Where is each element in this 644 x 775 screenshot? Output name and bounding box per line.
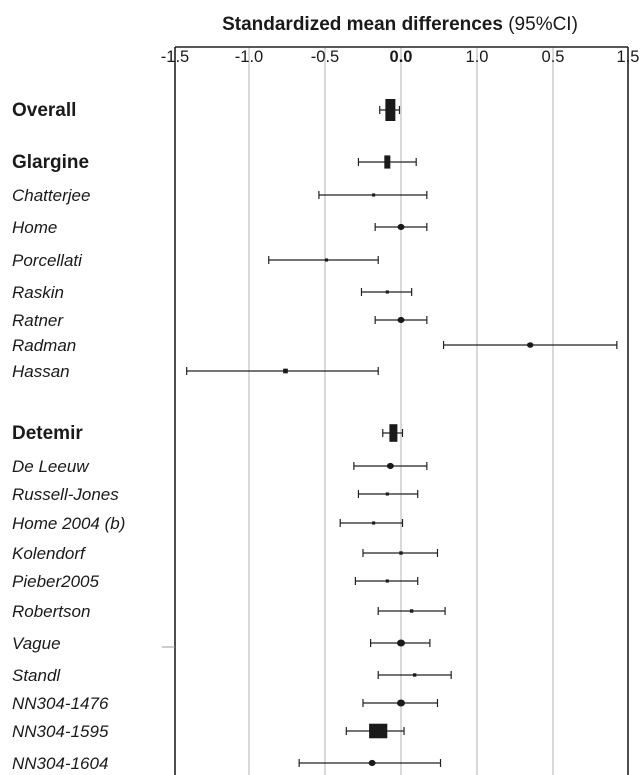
row-mark [353, 462, 428, 470]
point-estimate [385, 290, 389, 294]
study-label: Ratner [12, 311, 64, 330]
row-mark [362, 699, 439, 707]
row-mark [298, 759, 442, 767]
point-estimate [397, 316, 405, 324]
point-estimate [283, 368, 288, 374]
point-estimate [397, 223, 405, 231]
chart-title-ci: (95%CI) [508, 14, 578, 35]
study-label: Porcellati [12, 251, 83, 270]
point-estimate [368, 759, 376, 767]
chart-title: Standardized mean differences (95%CI) [222, 14, 578, 35]
group-label: Glargine [12, 152, 89, 173]
study-label: NN304-1604 [12, 754, 108, 773]
pooled-estimate-box [389, 424, 398, 442]
point-estimate [385, 579, 389, 583]
x-axis-ticks: -1.5 -1.0 -0.5 0.0 1.0 0.5 1.5 [161, 48, 640, 66]
study-label: Hassan [12, 362, 70, 381]
row-mark [382, 424, 404, 442]
x-tick-label: 0.0 [390, 48, 413, 66]
pooled-estimate-box [384, 155, 391, 169]
point-estimate-box [369, 723, 388, 739]
row-mark [357, 490, 419, 498]
study-label: NN304-1476 [12, 694, 109, 713]
x-tick-label: -1.5 [161, 48, 189, 66]
point-estimate [409, 609, 414, 613]
point-estimate [527, 342, 534, 348]
study-label: Robertson [12, 602, 90, 621]
pooled-estimate-box [385, 99, 396, 121]
row-mark [362, 549, 439, 557]
x-tick-label: -1.0 [235, 48, 263, 66]
study-label: Russell-Jones [12, 485, 119, 504]
row-mark [318, 191, 428, 199]
point-estimate [372, 193, 376, 197]
point-estimate [397, 639, 405, 647]
row-mark [370, 639, 431, 647]
group-label: Detemir [12, 423, 83, 444]
plot-grid [174, 46, 629, 775]
point-estimate [372, 521, 376, 525]
x-tick-label: -0.5 [311, 48, 339, 66]
row-mark [345, 723, 405, 739]
study-label: Standl [12, 666, 61, 685]
study-label: NN304-1595 [12, 722, 109, 741]
x-tick-label: 0.5 [542, 48, 565, 66]
point-estimate [412, 673, 417, 677]
chart-title-main: Standardized mean differences [222, 14, 503, 35]
row-mark [379, 99, 401, 121]
row-mark [268, 256, 379, 264]
study-label: Home 2004 (b) [12, 514, 125, 533]
row-labels: Overall Glargine Chatterjee Home Porcellati R… [12, 100, 125, 773]
study-label: De Leeuw [12, 457, 90, 476]
point-estimate [386, 462, 394, 470]
row-mark [357, 155, 417, 169]
row-mark [374, 316, 428, 324]
study-label: Chatterjee [12, 186, 90, 205]
point-estimate [324, 258, 329, 262]
row-mark [360, 288, 413, 296]
plot-marks [186, 99, 618, 767]
row-mark [186, 367, 379, 375]
point-estimate [397, 699, 405, 707]
row-mark [339, 519, 404, 527]
point-estimate [399, 551, 403, 555]
row-mark [354, 577, 419, 585]
row-mark [442, 341, 618, 349]
study-label: Radman [12, 336, 76, 355]
row-mark [377, 671, 452, 679]
row-mark [377, 607, 446, 615]
row-mark [374, 223, 428, 231]
study-label: Kolendorf [12, 544, 87, 563]
study-label: Vague [12, 634, 61, 653]
x-tick-label: 1.5 [617, 48, 640, 66]
point-estimate [385, 492, 389, 496]
group-label: Overall [12, 100, 76, 121]
study-label: Home [12, 218, 57, 237]
study-label: Pieber2005 [12, 572, 100, 591]
study-label: Raskin [12, 283, 64, 302]
x-tick-label: 1.0 [466, 48, 489, 66]
